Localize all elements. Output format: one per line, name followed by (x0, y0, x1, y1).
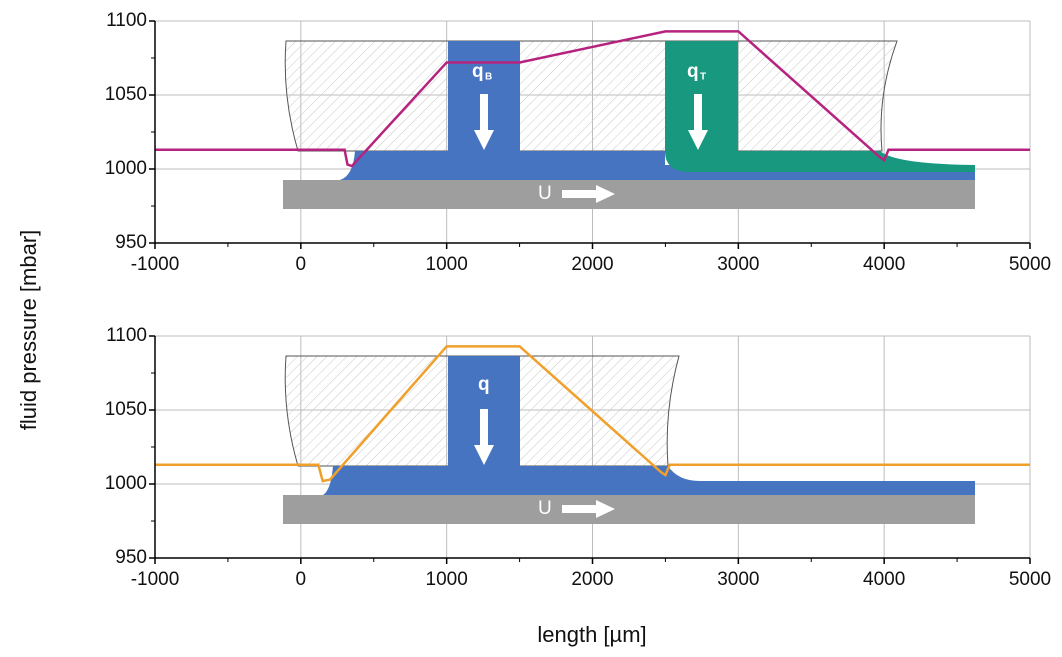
flow-arrow (474, 94, 494, 150)
annotation: q (472, 61, 484, 82)
motion-arrow (562, 185, 615, 203)
fluid-layer (340, 151, 665, 180)
y-tick-label: 950 (115, 232, 147, 253)
x-tick-label: 5000 (1009, 569, 1051, 590)
x-tick-label: 1000 (426, 569, 468, 590)
flow-arrow (688, 94, 708, 150)
y-tick-label: 1100 (106, 10, 147, 31)
x-tick-label: 1000 (426, 254, 468, 275)
x-tick-label: 4000 (863, 569, 905, 590)
hatched-body (284, 40, 898, 152)
x-tick-label: 0 (296, 569, 307, 590)
y-tick-label: 1100 (106, 325, 147, 346)
fluid-layer (323, 466, 975, 495)
schematic: q B q T U (283, 40, 975, 209)
x-tick-label: 0 (296, 254, 307, 275)
data-line (155, 30, 1030, 168)
schematic: q U (283, 355, 975, 524)
x-tick-label: 3000 (717, 569, 759, 590)
annotation: U (538, 183, 552, 204)
data-line (155, 345, 1030, 483)
x-tick-label: 4000 (863, 254, 905, 275)
substrate (283, 495, 975, 524)
line-layer (155, 345, 1030, 483)
substrate (283, 180, 975, 209)
y-axis-label: fluid pressure [mbar] (16, 230, 41, 431)
annotation: q (687, 61, 699, 82)
y-tick-label: 1000 (105, 473, 147, 494)
flow-arrow (474, 409, 494, 465)
annotation: U (538, 498, 552, 519)
x-tick-label: 5000 (1009, 254, 1051, 275)
x-tick-label: 3000 (717, 254, 759, 275)
y-tick-label: 1000 (105, 158, 147, 179)
fluid-layer (665, 151, 975, 172)
motion-arrow (562, 500, 615, 518)
y-tick-label: 950 (115, 547, 147, 568)
annotation-sub: T (700, 72, 706, 83)
x-axis-label: length [µm] (537, 622, 646, 647)
y-tick-label: 1050 (105, 84, 147, 105)
x-tick-label: -1000 (131, 569, 180, 590)
x-tick-label: 2000 (571, 569, 613, 590)
x-tick-label: -1000 (131, 254, 180, 275)
y-tick-label: 1050 (105, 399, 147, 420)
axes-layer: -1000 0 1000 2000 3000 4000 5000 950 1000 1050 110… (105, 10, 1051, 590)
x-tick-label: 2000 (571, 254, 613, 275)
annotation-sub: B (485, 72, 492, 83)
line-layer (155, 30, 1030, 168)
annotation: q (478, 374, 490, 395)
